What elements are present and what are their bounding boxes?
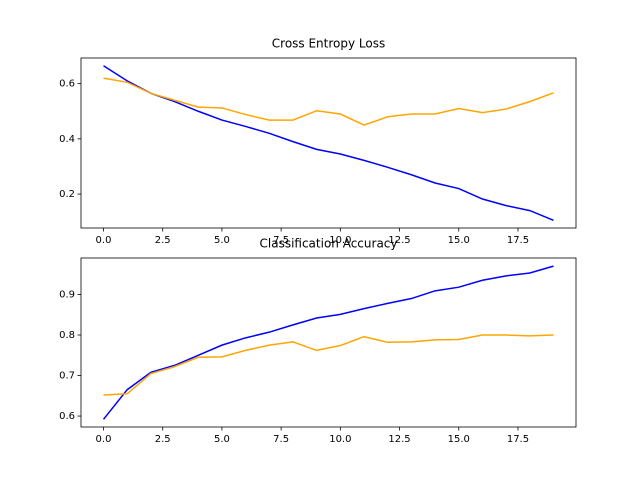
x-tick-label: 10.0 bbox=[329, 434, 351, 445]
x-tick-label: 17.5 bbox=[507, 235, 529, 246]
x-tick-label: 0.0 bbox=[96, 434, 112, 445]
x-tick-label: 7.5 bbox=[273, 434, 289, 445]
y-tick-label: 0.6 bbox=[59, 79, 75, 90]
x-tick-label: 15.0 bbox=[448, 235, 470, 246]
x-tick-label: 17.5 bbox=[507, 434, 529, 445]
x-tick-label: 5.0 bbox=[214, 235, 230, 246]
x-tick-label: 2.5 bbox=[155, 235, 171, 246]
x-tick-label: 2.5 bbox=[155, 434, 171, 445]
y-tick-label: 0.7 bbox=[59, 371, 75, 382]
axes-frame bbox=[80, 257, 577, 428]
axes-frame bbox=[80, 57, 577, 229]
x-tick-label: 12.5 bbox=[388, 235, 410, 246]
x-tick-label: 15.0 bbox=[448, 434, 470, 445]
y-tick-label: 0.6 bbox=[59, 411, 75, 422]
x-tick-label: 7.5 bbox=[273, 235, 289, 246]
chart-title: Cross Entropy Loss bbox=[272, 37, 385, 51]
y-tick-label: 0.9 bbox=[59, 289, 75, 300]
series-line bbox=[103, 334, 554, 396]
series-line bbox=[103, 65, 554, 221]
chart-title: Classification Accuracy bbox=[260, 237, 398, 251]
x-tick-label: 12.5 bbox=[388, 434, 410, 445]
series-line bbox=[103, 77, 554, 126]
x-tick-label: 5.0 bbox=[214, 434, 230, 445]
x-tick-label: 0.0 bbox=[96, 235, 112, 246]
y-tick-label: 0.8 bbox=[59, 330, 75, 341]
x-tick-label: 10.0 bbox=[329, 235, 351, 246]
series-line bbox=[102, 265, 554, 420]
y-tick-label: 0.4 bbox=[59, 134, 75, 145]
y-tick-label: 0.2 bbox=[59, 189, 75, 200]
